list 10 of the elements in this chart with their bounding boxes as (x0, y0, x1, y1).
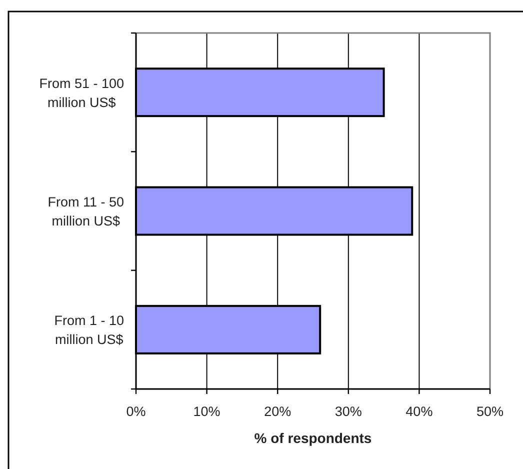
x-tick-label: 20% (264, 404, 292, 419)
x-tick-label: 50% (476, 404, 504, 419)
y-tick-label: From 51 - 100 million US$ (39, 76, 124, 110)
y-tick-label: From 11 - 50 million US$ (48, 194, 124, 228)
y-tick-label: From 1 - 10 million US$ (54, 313, 124, 348)
x-tick-label: 0% (126, 404, 146, 419)
x-axis-title: % of respondents (254, 430, 372, 446)
x-tick-label: 40% (406, 404, 433, 419)
x-tick-label: 30% (334, 404, 362, 419)
x-tick-label: 10% (193, 404, 220, 419)
